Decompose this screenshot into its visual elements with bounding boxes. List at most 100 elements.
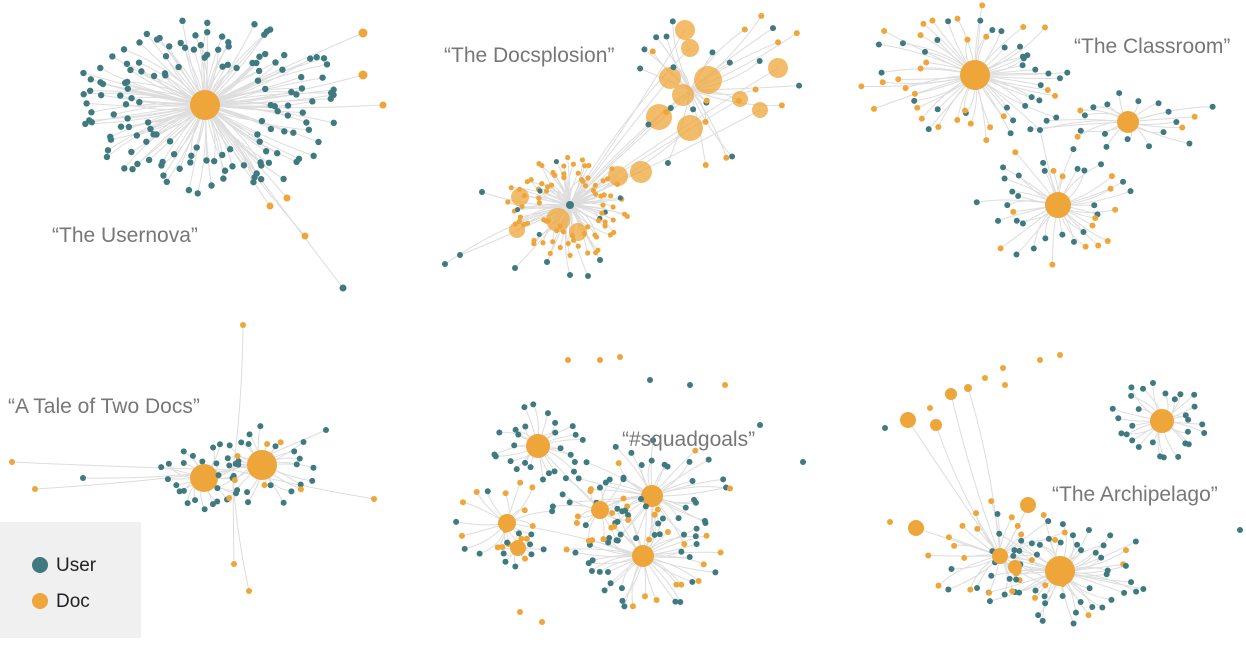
node <box>500 550 507 557</box>
edge <box>569 77 671 206</box>
node <box>305 126 313 133</box>
node <box>1135 406 1142 413</box>
node <box>583 459 590 466</box>
node <box>647 377 653 383</box>
node <box>1102 130 1109 137</box>
node <box>1061 529 1068 536</box>
node <box>511 188 529 206</box>
node <box>1191 113 1198 120</box>
node <box>524 179 530 185</box>
node <box>659 67 681 89</box>
node <box>918 115 925 122</box>
node <box>752 102 768 118</box>
node <box>549 508 556 515</box>
node <box>1115 415 1122 422</box>
node <box>1059 173 1066 180</box>
node <box>648 457 655 464</box>
node <box>518 535 525 542</box>
node <box>272 59 279 66</box>
node <box>1191 403 1198 410</box>
node <box>579 436 586 443</box>
node <box>1013 217 1020 224</box>
node <box>1036 541 1043 548</box>
node <box>605 569 612 576</box>
node <box>97 79 104 86</box>
node <box>908 520 924 536</box>
node <box>645 121 652 128</box>
node <box>986 589 993 596</box>
node <box>1092 549 1099 556</box>
node <box>964 36 971 43</box>
node <box>723 154 730 161</box>
node <box>521 507 528 514</box>
node <box>298 85 306 92</box>
node <box>328 89 335 97</box>
legend-label: User <box>56 555 97 576</box>
node <box>986 598 993 605</box>
node <box>233 64 240 72</box>
node <box>1140 585 1147 592</box>
node <box>600 178 606 184</box>
node <box>672 84 694 106</box>
node <box>601 192 607 198</box>
node <box>663 33 670 40</box>
node <box>599 210 605 216</box>
node <box>136 98 143 106</box>
node <box>1064 69 1071 76</box>
node <box>238 439 245 446</box>
node <box>651 511 658 518</box>
node <box>1015 193 1022 200</box>
node <box>1108 596 1115 603</box>
node <box>1059 521 1066 528</box>
edge <box>204 74 364 106</box>
node <box>309 477 316 484</box>
node <box>717 549 724 556</box>
node <box>702 162 709 169</box>
node <box>267 125 275 133</box>
node <box>180 459 187 466</box>
node <box>565 357 571 363</box>
node <box>622 507 629 514</box>
node <box>954 15 961 22</box>
node <box>185 186 193 194</box>
node <box>265 159 273 166</box>
node <box>136 39 143 46</box>
node <box>233 490 240 497</box>
node <box>1112 206 1119 213</box>
cluster-label: “A Tale of Two Docs” <box>8 395 200 418</box>
node <box>246 431 253 438</box>
node <box>1010 552 1017 559</box>
node <box>473 488 480 495</box>
node <box>1059 593 1066 600</box>
node <box>1098 161 1105 168</box>
node <box>513 466 520 473</box>
node <box>609 510 616 517</box>
node <box>280 499 287 506</box>
node <box>593 191 599 197</box>
node <box>124 115 131 122</box>
node <box>689 477 696 484</box>
node <box>1040 159 1047 166</box>
node <box>988 572 995 579</box>
node <box>596 568 603 575</box>
node <box>917 65 924 72</box>
node <box>1015 172 1022 179</box>
node <box>1171 396 1178 403</box>
edge <box>907 419 1001 557</box>
cluster-label: “The Archipelago” <box>1052 483 1218 506</box>
node <box>1149 439 1156 446</box>
node <box>705 456 712 463</box>
node <box>757 422 763 428</box>
node <box>592 182 598 188</box>
node <box>911 90 918 97</box>
edge <box>689 89 727 158</box>
node <box>358 70 368 80</box>
node <box>371 496 377 502</box>
node <box>1127 188 1134 195</box>
node <box>1057 539 1064 546</box>
node <box>457 252 463 258</box>
node <box>664 529 671 536</box>
node <box>453 518 460 525</box>
node <box>544 259 550 265</box>
